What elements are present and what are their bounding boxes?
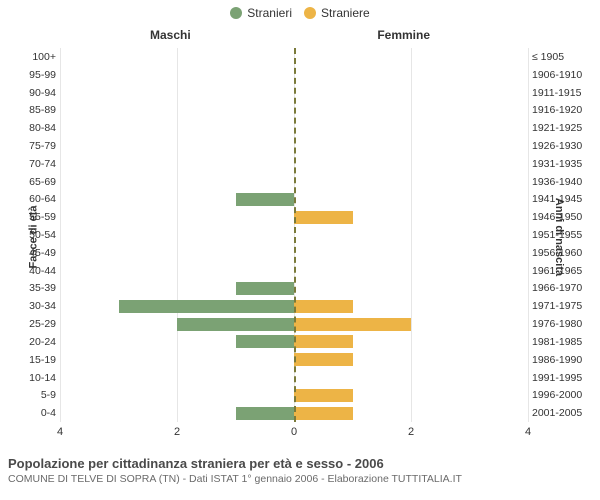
birth-label: 1951-1955	[532, 229, 590, 241]
bar-male	[236, 407, 295, 420]
age-label: 100+	[12, 51, 56, 63]
age-label: 90-94	[12, 87, 56, 99]
bar-male	[236, 193, 295, 206]
center-line	[294, 48, 296, 422]
birth-label: 1976-1980	[532, 318, 590, 330]
legend: Stranieri Straniere	[0, 0, 600, 22]
bar-female	[294, 407, 353, 420]
legend-item-male: Stranieri	[230, 6, 292, 20]
birth-label: 1966-1970	[532, 282, 590, 294]
bar-female	[294, 211, 353, 224]
swatch-female	[304, 7, 316, 19]
age-label: 55-59	[12, 211, 56, 223]
bar-male	[236, 335, 295, 348]
bar-male	[119, 300, 295, 313]
caption-title: Popolazione per cittadinanza straniera p…	[8, 456, 592, 471]
birth-label: 1956-1960	[532, 247, 590, 259]
age-label: 20-24	[12, 336, 56, 348]
col-title-female: Femmine	[377, 28, 430, 42]
age-label: 95-99	[12, 69, 56, 81]
birth-label: 1981-1985	[532, 336, 590, 348]
bar-female	[294, 335, 353, 348]
bar-female	[294, 318, 411, 331]
age-label: 85-89	[12, 104, 56, 116]
swatch-male	[230, 7, 242, 19]
age-label: 5-9	[12, 389, 56, 401]
birth-label: 1911-1915	[532, 87, 590, 99]
birth-label: 2001-2005	[532, 407, 590, 419]
age-label: 35-39	[12, 282, 56, 294]
birth-label: 1916-1920	[532, 104, 590, 116]
legend-item-female: Straniere	[304, 6, 370, 20]
caption-subtitle: COMUNE DI TELVE DI SOPRA (TN) - Dati IST…	[8, 473, 592, 485]
bar-male	[177, 318, 294, 331]
birth-label: 1941-1945	[532, 193, 590, 205]
birth-label: 1936-1940	[532, 176, 590, 188]
age-label: 75-79	[12, 140, 56, 152]
birth-label: ≤ 1905	[532, 51, 590, 63]
age-label: 40-44	[12, 265, 56, 277]
age-label: 60-64	[12, 193, 56, 205]
birth-label: 1921-1925	[532, 122, 590, 134]
x-tick-label: 2	[174, 426, 180, 438]
age-label: 15-19	[12, 354, 56, 366]
plot: 100+≤ 190595-991906-191090-941911-191585…	[60, 48, 528, 422]
age-label: 65-69	[12, 176, 56, 188]
age-label: 10-14	[12, 372, 56, 384]
bar-female	[294, 353, 353, 366]
age-label: 45-49	[12, 247, 56, 259]
legend-label-female: Straniere	[321, 6, 370, 20]
gridline	[528, 48, 529, 422]
birth-label: 1996-2000	[532, 389, 590, 401]
birth-label: 1991-1995	[532, 372, 590, 384]
bar-male	[236, 282, 295, 295]
bar-female	[294, 300, 353, 313]
birth-label: 1926-1930	[532, 140, 590, 152]
age-label: 70-74	[12, 158, 56, 170]
age-label: 50-54	[12, 229, 56, 241]
age-label: 80-84	[12, 122, 56, 134]
birth-label: 1946-1950	[532, 211, 590, 223]
captions: Popolazione per cittadinanza straniera p…	[0, 452, 600, 485]
birth-label: 1906-1910	[532, 69, 590, 81]
birth-label: 1971-1975	[532, 300, 590, 312]
chart-area: Fasce di età Anni di nascita Maschi Femm…	[0, 22, 600, 452]
birth-label: 1986-1990	[532, 354, 590, 366]
age-label: 0-4	[12, 407, 56, 419]
age-label: 30-34	[12, 300, 56, 312]
x-tick-label: 4	[525, 426, 531, 438]
x-tick-label: 0	[291, 426, 297, 438]
birth-label: 1961-1965	[532, 265, 590, 277]
x-axis-ticks: 4 2 0 2 4	[60, 426, 528, 442]
x-tick-label: 4	[57, 426, 63, 438]
x-tick-label: 2	[408, 426, 414, 438]
bar-female	[294, 389, 353, 402]
birth-label: 1931-1935	[532, 158, 590, 170]
col-title-male: Maschi	[150, 28, 191, 42]
legend-label-male: Stranieri	[247, 6, 292, 20]
age-label: 25-29	[12, 318, 56, 330]
